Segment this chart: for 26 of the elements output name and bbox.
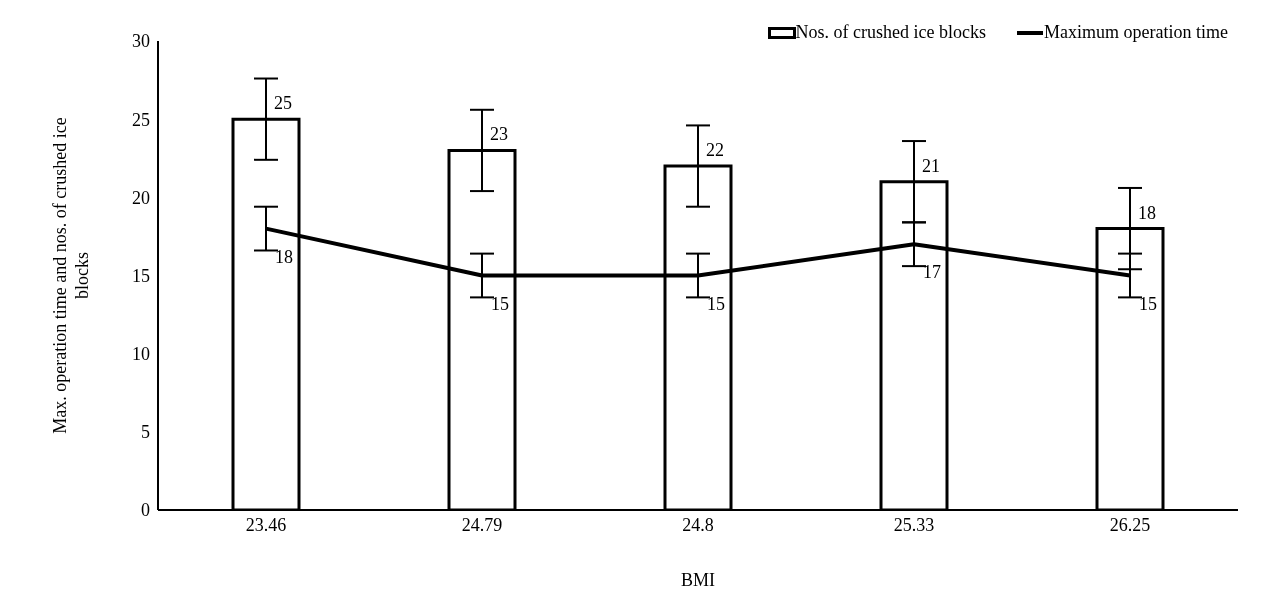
- y-tick-label: 30: [132, 31, 150, 52]
- data-label: 25: [274, 93, 292, 114]
- data-label: 15: [1139, 293, 1157, 314]
- x-tick-label: 26.25: [1109, 514, 1151, 535]
- y-axis-title: Max. operation time and nos. of crushed ice blocks: [50, 117, 92, 434]
- y-tick-label: 20: [132, 187, 150, 208]
- y-tick-label: 15: [132, 265, 150, 286]
- data-label: 22: [706, 140, 724, 161]
- y-tick-label: 5: [141, 422, 150, 443]
- legend-label: Nos. of crushed ice blocks: [795, 22, 987, 43]
- x-tick-label: 24.79: [461, 514, 503, 535]
- data-label: 15: [707, 293, 725, 314]
- x-tick-label: 23.46: [245, 514, 287, 535]
- data-label: 21: [922, 155, 940, 176]
- data-label: 18: [275, 246, 293, 267]
- data-label: 23: [490, 124, 508, 145]
- data-label: 18: [1138, 202, 1156, 223]
- y-tick-label: 25: [132, 109, 150, 130]
- x-axis-title: BMI: [680, 570, 716, 590]
- data-label: 15: [491, 293, 509, 314]
- y-tick-label: 10: [132, 344, 150, 365]
- y-tick-label: 0: [141, 500, 150, 521]
- x-tick-label: 24.8: [682, 514, 714, 535]
- data-label: 17: [923, 262, 941, 283]
- x-tick-label: 25.33: [893, 514, 935, 535]
- legend-label: Maximum operation time: [1044, 22, 1228, 43]
